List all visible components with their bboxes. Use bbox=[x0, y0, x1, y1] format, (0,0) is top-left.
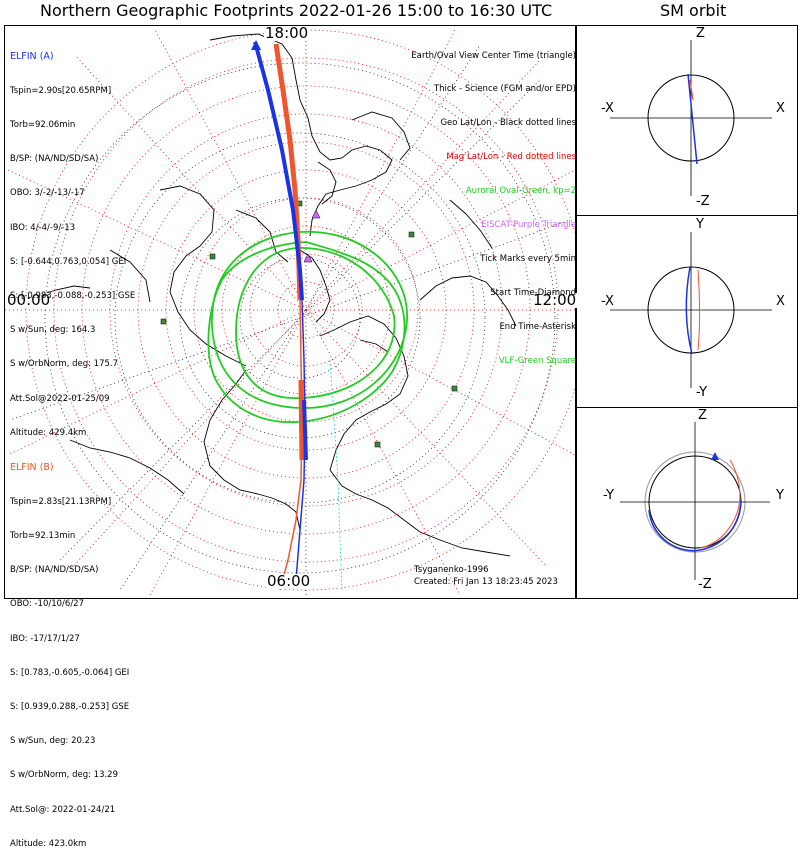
sm1-left-label: -X bbox=[601, 101, 614, 116]
sm3-right-label: Y bbox=[776, 488, 784, 503]
legend-entry: Mag Lat/Lon - Red dotted lines bbox=[446, 152, 576, 163]
sm2-left-label: -X bbox=[601, 294, 614, 309]
sm3-left-label: -Y bbox=[603, 488, 615, 503]
hour-label-left: 00:00 bbox=[6, 291, 52, 309]
eiscat-markers bbox=[303, 209, 321, 263]
elfin-b-line: S w/Sun, deg: 20.23 bbox=[10, 736, 96, 747]
legend-entry: Start Time-Diamond bbox=[490, 287, 576, 298]
elfin-a-line: B/SP: (NA/ND/SD/SA) bbox=[10, 154, 99, 165]
sm-orbit-panel-2 bbox=[610, 232, 772, 388]
legend-entry: Tick Marks every 5min bbox=[480, 253, 576, 264]
sm2-bottom-label: -Y bbox=[696, 385, 708, 400]
elfin-b-line: OBO: -10/10/6/27 bbox=[10, 599, 84, 610]
elfin-a-label: ELFIN (A) bbox=[10, 50, 54, 62]
hour-label-bottom: 06:00 bbox=[266, 572, 312, 590]
sm1-bottom-label: -Z bbox=[696, 194, 710, 209]
map-frame bbox=[4, 25, 576, 599]
sm3-bottom-label: -Z bbox=[698, 577, 712, 592]
elfin-a-line: Torb=92.06min bbox=[10, 119, 76, 130]
model-label: Tsyganenko-1996 bbox=[414, 565, 489, 575]
sm2-top-label: Y bbox=[696, 217, 704, 232]
elfin-a-line: S: [-0.983,-0.088,-0.253] GSE bbox=[10, 290, 136, 301]
legend-entry: Thick - Science (FGM and/or EPD) bbox=[433, 84, 576, 95]
sm-orbit-panel-1 bbox=[610, 40, 772, 196]
elfin-b-info: ELFIN (B) Tspin=2.83s[21.13RPM] Torb=92.… bbox=[10, 439, 129, 862]
sm1-right-label: X bbox=[776, 101, 785, 116]
legend: Earth/Oval View Center Time (triangle) T… bbox=[411, 28, 576, 378]
legend-entry: EISCAT-Purple Triangle bbox=[481, 220, 576, 231]
legend-entry: Earth/Oval View Center Time (triangle) bbox=[411, 50, 576, 61]
created-label: Created: Fri Jan 13 18:23:45 2023 bbox=[414, 577, 558, 587]
coastlines bbox=[19, 33, 517, 557]
elfin-a-line: IBO: 4/-4/-9/-13 bbox=[10, 222, 76, 233]
chart-title: Northern Geographic Footprints 2022-01-2… bbox=[40, 1, 553, 20]
elfin-a-line: S w/Sun, deg: 164.3 bbox=[10, 325, 96, 336]
hour-label-top: 18:00 bbox=[264, 24, 310, 42]
elfin-b-line: S: [0.783,-0.605,-0.064] GEI bbox=[10, 667, 130, 678]
elfin-b-line: Att.Sol@: 2022-01-24/21 bbox=[10, 804, 116, 815]
elfin-b-line: S: [0.939,0.288,-0.253] GSE bbox=[10, 701, 130, 712]
hour-label-right: 12:00 bbox=[532, 291, 578, 309]
sm2-right-label: X bbox=[776, 294, 785, 309]
mag-lon-lines bbox=[5, 26, 575, 598]
elfin-b-line: Altitude: 423.0km bbox=[10, 838, 87, 849]
geo-lon-lines bbox=[9, 44, 571, 591]
elfin-a-line: Att.Sol@2022-01-25/09 bbox=[10, 393, 110, 404]
elfin-a-track bbox=[251, 40, 308, 581]
elfin-b-track bbox=[273, 43, 305, 591]
legend-entry: End Time-Asterisk bbox=[499, 321, 576, 332]
elfin-b-line: B/SP: (NA/ND/SD/SA) bbox=[10, 565, 99, 576]
elfin-a-line: Altitude: 429.4km bbox=[10, 427, 87, 438]
sm-panel-frame-1 bbox=[576, 25, 798, 216]
elfin-b-label: ELFIN (B) bbox=[10, 461, 54, 473]
sm-orbit-title: SM orbit bbox=[660, 1, 727, 20]
legend-entry: Auroral Oval-Green, kp=2 bbox=[465, 186, 576, 197]
elfin-b-line: Torb=92.13min bbox=[10, 530, 76, 541]
elfin-a-line: OBO: 3/-2/-13/-17 bbox=[10, 188, 85, 199]
vlf-markers bbox=[160, 200, 458, 448]
legend-entry: VLF-Green Square bbox=[498, 355, 576, 366]
sm3-top-label: Z bbox=[698, 408, 707, 423]
sm1-top-label: Z bbox=[696, 26, 705, 41]
elfin-b-line: IBO: -17/17/1/27 bbox=[10, 633, 80, 644]
sm-orbit-panel-3 bbox=[620, 422, 770, 580]
figure-canvas bbox=[4, 25, 798, 599]
elfin-b-line: Tspin=2.83s[21.13RPM] bbox=[10, 496, 112, 507]
polar-map bbox=[5, 26, 575, 598]
elfin-a-line: S w/OrbNorm, deg: 175.7 bbox=[10, 359, 119, 370]
legend-entry: Geo Lat/Lon - Black dotted lines bbox=[440, 118, 576, 129]
elfin-b-line: S w/OrbNorm, deg: 13.29 bbox=[10, 770, 119, 781]
elfin-a-line: Tspin=2.90s[20.65RPM] bbox=[10, 85, 112, 96]
elfin-a-info: ELFIN (A) Tspin=2.90s[20.65RPM] Torb=92.… bbox=[10, 28, 135, 451]
vlf-path bbox=[329, 359, 343, 591]
sm-panel-frame-3 bbox=[576, 407, 798, 599]
elfin-a-line: S: [-0.644,0.763,0.054] GEI bbox=[10, 256, 127, 267]
